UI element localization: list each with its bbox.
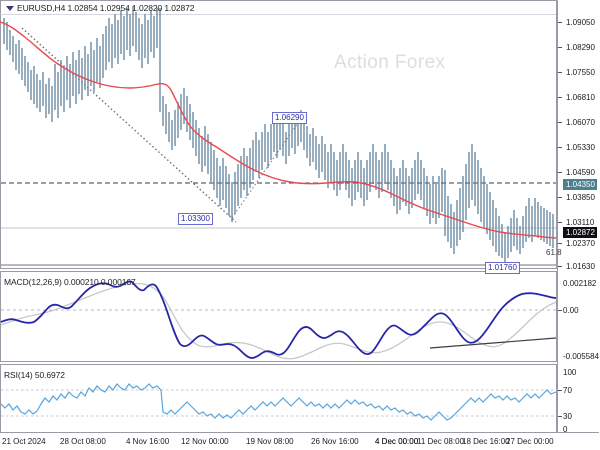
macd-axis-label: 0.00 [563, 306, 579, 315]
swing-high-callout[interactable]: 1.06290 [272, 112, 307, 124]
price-axis-label: 1.01630 [566, 262, 595, 271]
price-axis-label: 1.03110 [566, 218, 595, 227]
macd-axis-label: -0.005584 [563, 352, 600, 361]
rsi-header: RSI(14) 50.6972 [4, 370, 65, 380]
price-tick [558, 243, 562, 244]
watermark-action-forex: Action Forex [334, 52, 446, 73]
fib-price-highlight-label: 1.04350 [563, 179, 597, 190]
price-tick [558, 47, 562, 48]
price-tick [558, 122, 562, 123]
downtrend-dotted-line [21, 27, 237, 223]
price-axis-label: 1.06070 [566, 118, 595, 127]
price-tick [558, 22, 562, 23]
swing-low-callout[interactable]: 1.03300 [178, 213, 213, 225]
moving-average-line [0, 21, 557, 239]
time-axis-label: 4 Dec 00:00 [375, 437, 419, 446]
recovery-dotted-line [231, 119, 301, 219]
time-axis-label: 27 Dec 00:00 [506, 437, 554, 446]
chevron-down-icon[interactable] [6, 6, 14, 11]
time-axis-label: 19 Nov 08:00 [246, 437, 294, 446]
time-axis-label: 26 Nov 16:00 [311, 437, 359, 446]
price-axis-label: 1.06810 [566, 93, 595, 102]
rsi-axis-label: 30 [563, 412, 572, 421]
price-tick [558, 97, 562, 98]
price-tick [558, 147, 562, 148]
time-axis-label: 4 Dec 00:00 [375, 437, 419, 446]
price-axis-label: 1.05330 [566, 143, 595, 152]
candlestick-series [3, 6, 554, 262]
rsi-axis-label: 0 [563, 425, 568, 434]
rsi-tick [558, 416, 562, 417]
rsi-axis-label: 70 [563, 386, 572, 395]
price-tick [558, 172, 562, 173]
fib-level-618-label: 61.8 [546, 248, 562, 257]
price-tick [558, 222, 562, 223]
price-tick [558, 266, 562, 267]
time-axis-label: 4 Nov 16:00 [126, 437, 170, 446]
price-axis-label: 1.08290 [566, 43, 595, 52]
time-axis-label: 28 Oct 08:00 [60, 437, 106, 446]
last-price-label: 1.02872 [563, 227, 597, 238]
macd-header: MACD(12,26,9) 0.000210 0.000167 [4, 277, 136, 287]
swing-bottom-callout[interactable]: 1.01760 [485, 262, 520, 274]
rsi-tick [558, 390, 562, 391]
time-axis-label: 12 Nov 00:00 [181, 437, 229, 446]
price-axis-label: 1.04590 [566, 168, 595, 177]
rsi-axis-label: 100 [563, 368, 577, 377]
price-axis-label: 1.02370 [566, 239, 595, 248]
price-axis-label: 1.09050 [566, 18, 595, 27]
price-axis-label: 1.03850 [566, 193, 595, 202]
price-tick [558, 72, 562, 73]
time-axis-label: 11 Dec 08:00 [417, 437, 464, 446]
symbol-header: EURUSD,H4 1.02854 1.02954 1.02820 1.0287… [17, 3, 195, 13]
time-axis-label: 18 Dec 16:00 [462, 437, 510, 446]
price-tick [558, 197, 562, 198]
macd-tick [558, 310, 562, 311]
price-axis-label: 1.07550 [566, 68, 595, 77]
time-axis-label: 21 Oct 2024 [2, 437, 46, 446]
macd-axis-label: 0.002182 [563, 279, 597, 288]
